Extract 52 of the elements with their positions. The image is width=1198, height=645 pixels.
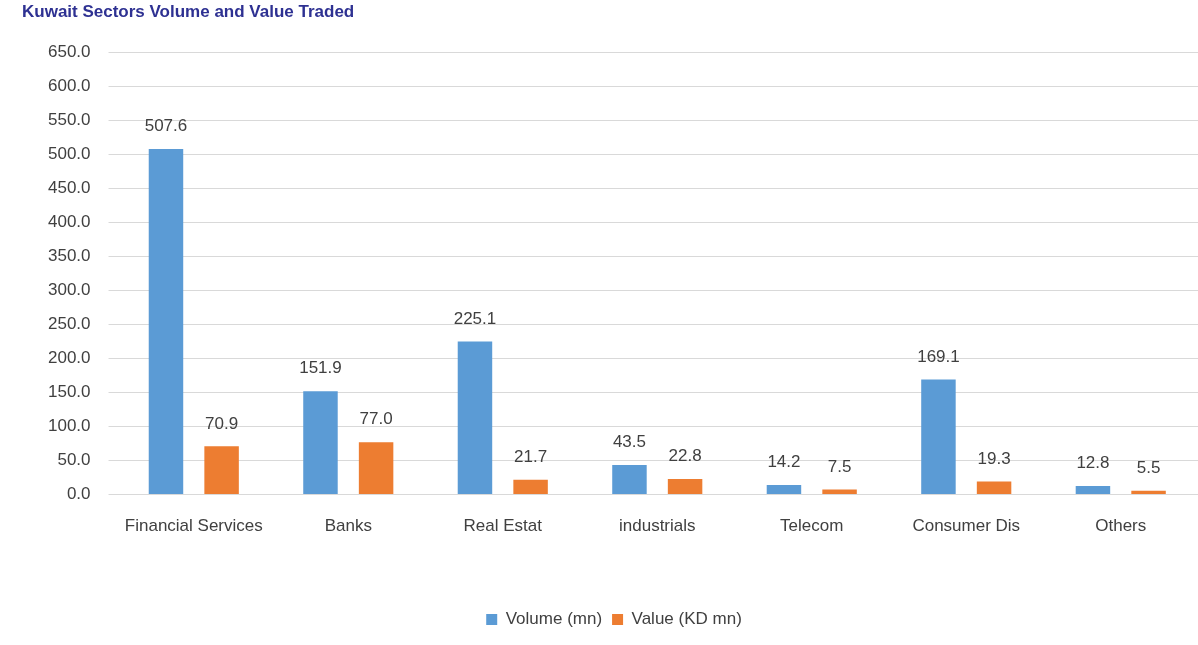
text: 14.2 [767, 452, 801, 472]
x-tick-label: Telecom [780, 516, 844, 536]
legend-label: Value (KD mn) [631, 609, 742, 629]
text: 22.8 [668, 446, 702, 466]
bar [303, 391, 338, 495]
bar [204, 446, 239, 495]
bar [822, 489, 857, 495]
text: 70.9 [205, 413, 239, 433]
bar [148, 149, 184, 495]
x-tick-label: industrials [619, 516, 696, 536]
y-tick-label: 650.0 [47, 41, 91, 61]
y-tick-label: 500.0 [47, 143, 91, 163]
text: 19.3 [977, 448, 1011, 468]
bar [612, 464, 647, 495]
x-tick-label: Real Estat [463, 516, 543, 536]
bar [667, 479, 703, 495]
legend-label: Volume (mn) [505, 609, 603, 629]
y-tick-label: 200.0 [47, 348, 91, 368]
y-tick-label: 150.0 [47, 382, 91, 402]
text: 12.8 [1076, 453, 1110, 473]
y-tick-label: 50.0 [57, 450, 91, 470]
bar [766, 484, 802, 495]
bar [976, 481, 1012, 495]
text: 507.6 [144, 116, 188, 136]
x-tick-label: Others [1095, 516, 1147, 536]
text: 169.1 [917, 346, 960, 366]
text: 151.9 [299, 358, 342, 378]
bar [457, 341, 493, 495]
bar [1075, 485, 1111, 495]
text: 7.5 [827, 456, 852, 476]
text: 43.5 [612, 432, 647, 452]
text: 21.7 [514, 447, 548, 467]
text: 225.1 [453, 308, 497, 328]
text: 5.5 [1136, 458, 1161, 478]
x-tick-label: Financial Services [124, 516, 263, 536]
y-tick-label: 600.0 [47, 75, 91, 95]
bar [921, 379, 956, 495]
y-tick-label: 300.0 [47, 280, 91, 300]
x-tick-label: Banks [324, 516, 372, 536]
x-tick-label: Consumer Dis [912, 516, 1021, 536]
y-tick-label: 350.0 [47, 246, 91, 266]
y-tick-label: 550.0 [47, 109, 91, 129]
chart-title: Kuwait Sectors Volume and Value Traded [22, 2, 355, 22]
y-tick-label: 100.0 [47, 416, 91, 436]
text: 77.0 [359, 409, 393, 429]
y-tick-label: 250.0 [47, 314, 91, 334]
bar [358, 442, 394, 495]
y-tick-label: 450.0 [47, 178, 91, 198]
y-tick-label: 400.0 [47, 212, 91, 232]
y-tick-label: 0.0 [66, 484, 91, 504]
bar [513, 479, 548, 495]
bar [1131, 490, 1166, 495]
